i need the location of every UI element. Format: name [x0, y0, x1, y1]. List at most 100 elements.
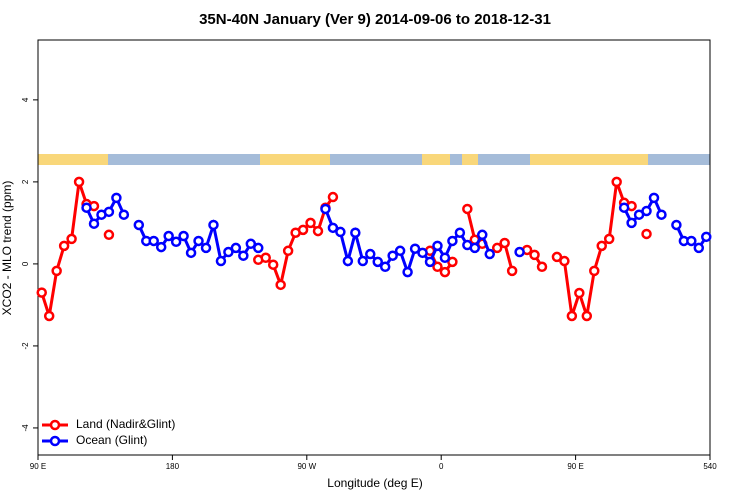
data-point: [566, 310, 578, 322]
data-point: [469, 242, 481, 254]
data-point: [477, 229, 488, 241]
data-point: [223, 246, 234, 258]
data-point: [574, 287, 585, 299]
data-point: [618, 202, 630, 213]
data-point: [641, 205, 652, 217]
legend-marker: [49, 435, 61, 447]
data-point: [43, 310, 55, 322]
data-point: [320, 203, 331, 215]
data-point: [536, 261, 548, 273]
data-point: [200, 242, 212, 254]
x-tick-label: 90 E: [567, 462, 583, 471]
data-point: [133, 219, 145, 231]
data-point: [51, 265, 62, 277]
data-point: [409, 243, 421, 254]
data-point: [282, 245, 294, 257]
data-point: [178, 230, 189, 242]
data-point: [626, 217, 637, 229]
data-point: [148, 235, 159, 247]
data-point: [656, 209, 667, 220]
data-point: [439, 266, 451, 278]
data-point: [686, 235, 697, 247]
y-tick-label: -4: [21, 424, 30, 432]
data-point: [66, 233, 77, 245]
data-point: [379, 261, 391, 273]
data-point: [163, 230, 174, 242]
data-point: [402, 266, 413, 278]
data-point: [238, 250, 249, 261]
data-point: [514, 246, 525, 258]
data-point: [671, 219, 682, 231]
data-point: [611, 176, 622, 188]
data-point: [387, 250, 398, 261]
chart-title: 35N-40N January (Ver 9) 2014-09-06 to 20…: [199, 11, 551, 28]
data-point: [73, 176, 85, 188]
y-tick-label: 0: [21, 261, 30, 266]
data-point: [491, 242, 503, 254]
data-point: [103, 229, 115, 241]
data-point: [103, 206, 115, 218]
data-point: [253, 242, 264, 254]
data-point: [297, 224, 309, 236]
data-point: [462, 203, 473, 215]
x-tick-label: 540: [703, 462, 717, 471]
x-tick-label: 90 E: [30, 462, 46, 471]
data-point: [424, 256, 436, 268]
data-point: [484, 248, 495, 260]
data-point: [267, 259, 279, 270]
data-point: [275, 279, 286, 291]
data-point: [118, 209, 130, 220]
legend-label: Land (Nadir&Glint): [76, 417, 175, 431]
data-point: [559, 255, 570, 267]
y-axis-label: XCO2 - MLO trend (ppm): [0, 181, 14, 316]
data-point: [551, 251, 563, 263]
data-point: [327, 191, 339, 203]
data-point: [88, 218, 100, 229]
data-point: [701, 231, 712, 243]
y-tick-label: 2: [21, 179, 30, 184]
data-point: [185, 247, 197, 259]
data-point: [81, 202, 92, 213]
data-point: [327, 222, 339, 234]
data-point: [342, 255, 354, 267]
data-point: [155, 241, 167, 253]
data-point: [372, 256, 383, 268]
data-point: [357, 255, 369, 267]
x-tick-label: 180: [166, 462, 180, 471]
data-point: [350, 227, 361, 238]
data-point: [58, 240, 70, 252]
data-point: [693, 242, 705, 254]
data-point: [589, 265, 600, 277]
data-point: [506, 265, 518, 277]
data-point: [335, 226, 346, 238]
x-tick-label: 0: [439, 462, 444, 471]
data-point: [260, 252, 271, 264]
data-point: [305, 217, 316, 229]
data-point: [245, 238, 257, 250]
y-tick-label: 4: [21, 97, 30, 102]
data-point: [365, 248, 376, 260]
x-axis-label: Longitude (deg E): [327, 476, 422, 490]
data-point: [215, 255, 227, 267]
data-point: [529, 249, 540, 261]
data-point: [447, 235, 458, 247]
land-ocean-strip: [38, 154, 710, 165]
data-point: [193, 235, 204, 247]
data-point: [641, 228, 652, 240]
data-point: [432, 261, 443, 273]
legend-label: Ocean (Glint): [76, 433, 147, 447]
data-point: [312, 225, 324, 237]
data-point: [581, 310, 593, 322]
legend-marker: [49, 419, 61, 431]
plot-frame: [37, 39, 711, 456]
data-point: [596, 240, 607, 252]
data-point: [603, 233, 615, 245]
data-point: [36, 287, 47, 298]
data-point: [230, 242, 242, 254]
data-point: [648, 192, 660, 204]
data-point: [417, 247, 428, 259]
data-point: [432, 240, 443, 252]
x-tick-label: 90 W: [297, 462, 316, 471]
y-tick-label: -2: [21, 342, 30, 350]
